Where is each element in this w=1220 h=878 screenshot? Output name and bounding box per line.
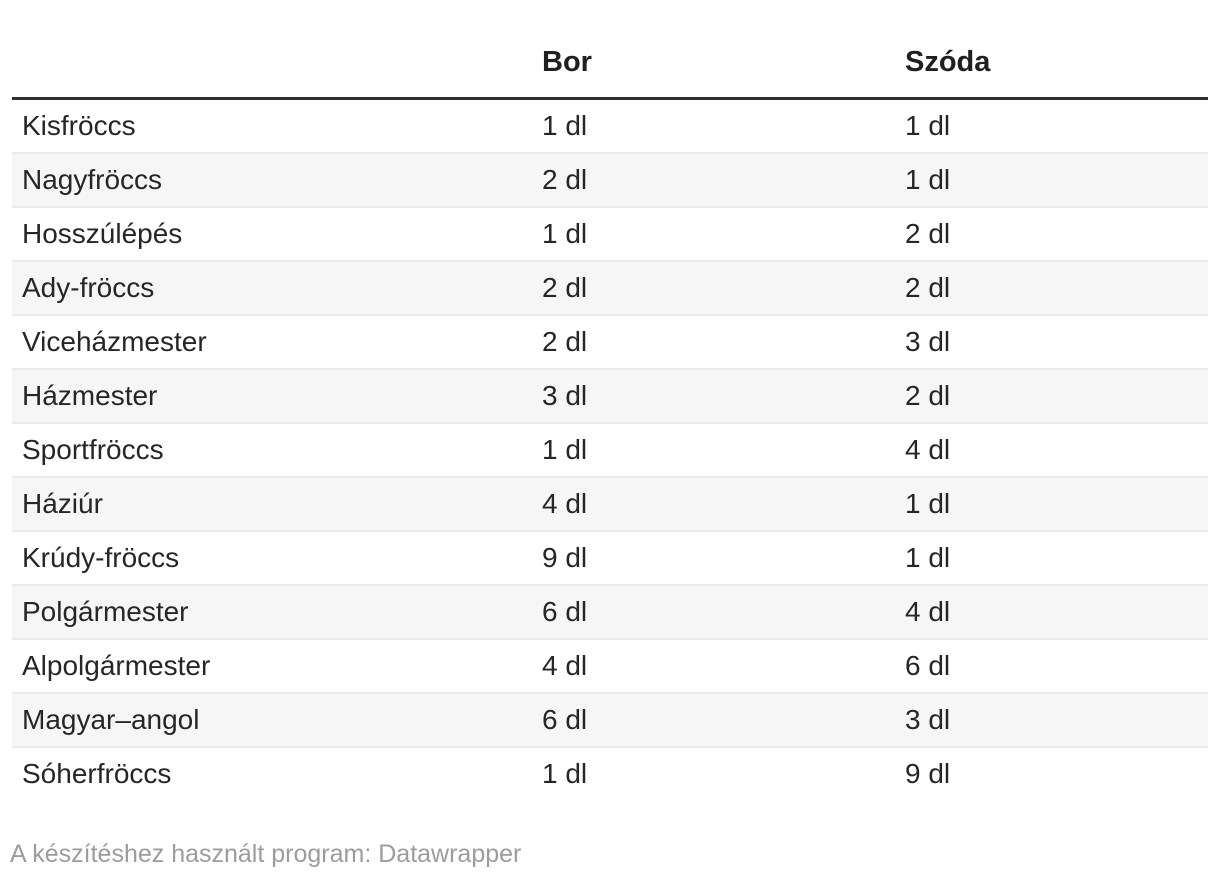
column-header-name	[12, 0, 532, 100]
bor-value: 9 dl	[542, 542, 588, 573]
szoda-value: 1 dl	[905, 110, 951, 141]
table-row: Polgármester 6 dl 4 dl	[12, 585, 1208, 639]
row-label: Hosszúlépés	[22, 218, 183, 249]
szoda-value: 4 dl	[905, 434, 951, 465]
table-row: Ady-fröccs 2 dl 2 dl	[12, 261, 1208, 315]
bor-value: 2 dl	[542, 272, 588, 303]
szoda-value: 2 dl	[905, 272, 951, 303]
row-label: Alpolgármester	[22, 650, 211, 681]
table-row: Krúdy-fröccs 9 dl 1 dl	[12, 531, 1208, 585]
szoda-value: 2 dl	[905, 380, 951, 411]
row-label: Sportfröccs	[22, 434, 164, 465]
bor-value: 1 dl	[542, 218, 588, 249]
froccs-table: Bor Szóda Kisfröccs 1 dl 1 dl Nagyfröccs…	[12, 0, 1208, 800]
table-row: Sóherfröccs 1 dl 9 dl	[12, 747, 1208, 800]
bor-value: 4 dl	[542, 488, 588, 519]
row-label: Kisfröccs	[22, 110, 136, 141]
row-label: Polgármester	[22, 596, 189, 627]
bor-value: 6 dl	[542, 704, 588, 735]
table-row: Kisfröccs 1 dl 1 dl	[12, 99, 1208, 154]
bor-value: 1 dl	[542, 434, 588, 465]
row-label: Ady-fröccs	[22, 272, 155, 303]
bor-value: 3 dl	[542, 380, 588, 411]
row-label: Viceházmester	[22, 326, 207, 357]
header-row: Bor Szóda	[12, 0, 1208, 100]
szoda-value: 1 dl	[905, 164, 951, 195]
table-row: Nagyfröccs 2 dl 1 dl	[12, 153, 1208, 207]
table-row: Magyar–angol 6 dl 3 dl	[12, 693, 1208, 747]
bor-value: 2 dl	[542, 164, 588, 195]
row-label: Háziúr	[22, 488, 103, 519]
bor-value: 6 dl	[542, 596, 588, 627]
row-label: Sóherfröccs	[22, 758, 172, 789]
bor-value: 1 dl	[542, 758, 588, 789]
table-row: Házmester 3 dl 2 dl	[12, 369, 1208, 423]
table-row: Alpolgármester 4 dl 6 dl	[12, 639, 1208, 693]
bor-value: 4 dl	[542, 650, 588, 681]
szoda-value: 1 dl	[905, 488, 951, 519]
szoda-value: 9 dl	[905, 758, 951, 789]
table-row: Viceházmester 2 dl 3 dl	[12, 315, 1208, 369]
szoda-value: 1 dl	[905, 542, 951, 573]
table-row: Háziúr 4 dl 1 dl	[12, 477, 1208, 531]
row-label: Krúdy-fröccs	[22, 542, 180, 573]
row-label: Házmester	[22, 380, 158, 411]
column-header-szoda: Szóda	[895, 0, 1208, 100]
szoda-value: 6 dl	[905, 650, 951, 681]
szoda-value: 3 dl	[905, 704, 951, 735]
column-header-bor: Bor	[532, 0, 895, 100]
row-label: Magyar–angol	[22, 704, 200, 735]
row-label: Nagyfröccs	[22, 164, 163, 195]
attribution-footer: A készítéshez használt program: Datawrap…	[10, 840, 522, 868]
table-row: Sportfröccs 1 dl 4 dl	[12, 423, 1208, 477]
szoda-value: 3 dl	[905, 326, 951, 357]
szoda-value: 2 dl	[905, 218, 951, 249]
bor-value: 2 dl	[542, 326, 588, 357]
bor-value: 1 dl	[542, 110, 588, 141]
table-row: Hosszúlépés 1 dl 2 dl	[12, 207, 1208, 261]
szoda-value: 4 dl	[905, 596, 951, 627]
